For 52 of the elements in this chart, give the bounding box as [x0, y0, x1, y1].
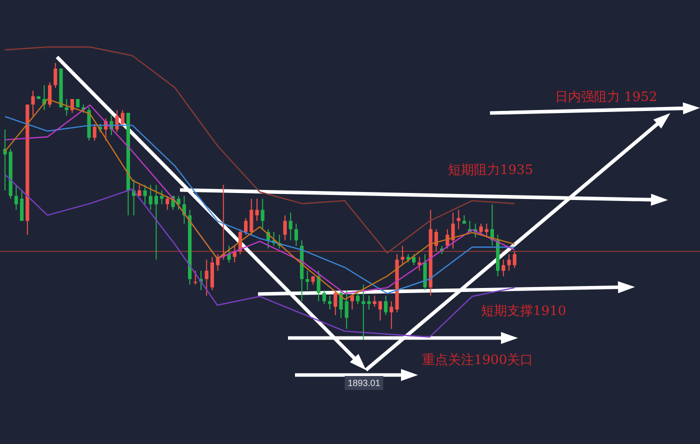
- candlestick: [20, 190, 24, 222]
- candlestick: [451, 212, 455, 250]
- candlestick: [367, 295, 371, 310]
- candlestick: [288, 212, 292, 241]
- candlestick: [484, 223, 488, 238]
- candlestick: [14, 184, 18, 210]
- candlestick: [390, 300, 394, 330]
- text: 日内强阻力 1952: [555, 90, 658, 105]
- candlestick: [138, 184, 142, 196]
- candlestick: [479, 223, 483, 236]
- candlestick: [48, 82, 52, 108]
- candlestick: [344, 290, 348, 330]
- candlestick: [434, 228, 438, 252]
- text: 重点关注1900关口: [422, 353, 534, 368]
- candlestick: [412, 254, 416, 266]
- candlestick: [306, 270, 310, 291]
- candlestick: [283, 214, 287, 241]
- candlestick: [54, 62, 58, 88]
- candlestick: [204, 259, 208, 296]
- candlestick: [502, 259, 506, 277]
- candlestick: [255, 198, 259, 222]
- annotation: 短期阻力1935: [448, 163, 534, 178]
- candlestick: [512, 250, 516, 268]
- candlestick: [227, 245, 231, 263]
- candlestick: [328, 295, 332, 310]
- annotation: 短期支撑1910: [481, 304, 566, 319]
- candlestick: [260, 198, 264, 230]
- candlestick: [507, 254, 511, 272]
- candlestick: [92, 123, 96, 142]
- candlestick: [378, 300, 382, 322]
- candlestick: [322, 290, 326, 304]
- candlestick: [120, 110, 124, 128]
- candlestick: [31, 90, 35, 116]
- candlestick: [456, 209, 460, 230]
- candlestick: [334, 290, 338, 316]
- candlestick: [115, 110, 119, 133]
- candlestick: [176, 195, 180, 210]
- candlestick: [372, 295, 376, 308]
- candlestick: [148, 184, 152, 210]
- candlestick: [194, 270, 198, 286]
- candlestick: [339, 290, 343, 318]
- candlestick: [154, 184, 158, 260]
- candlestick: [356, 290, 360, 304]
- candlestick: [250, 198, 254, 236]
- candlestick: [384, 295, 388, 316]
- candlestick: [166, 195, 170, 210]
- candlestick: [294, 223, 298, 246]
- text: 1893.01: [348, 378, 380, 388]
- candlestick: [362, 284, 366, 340]
- candlestick: [3, 128, 7, 191]
- candlestick: [244, 218, 248, 236]
- candlestick: [143, 184, 147, 205]
